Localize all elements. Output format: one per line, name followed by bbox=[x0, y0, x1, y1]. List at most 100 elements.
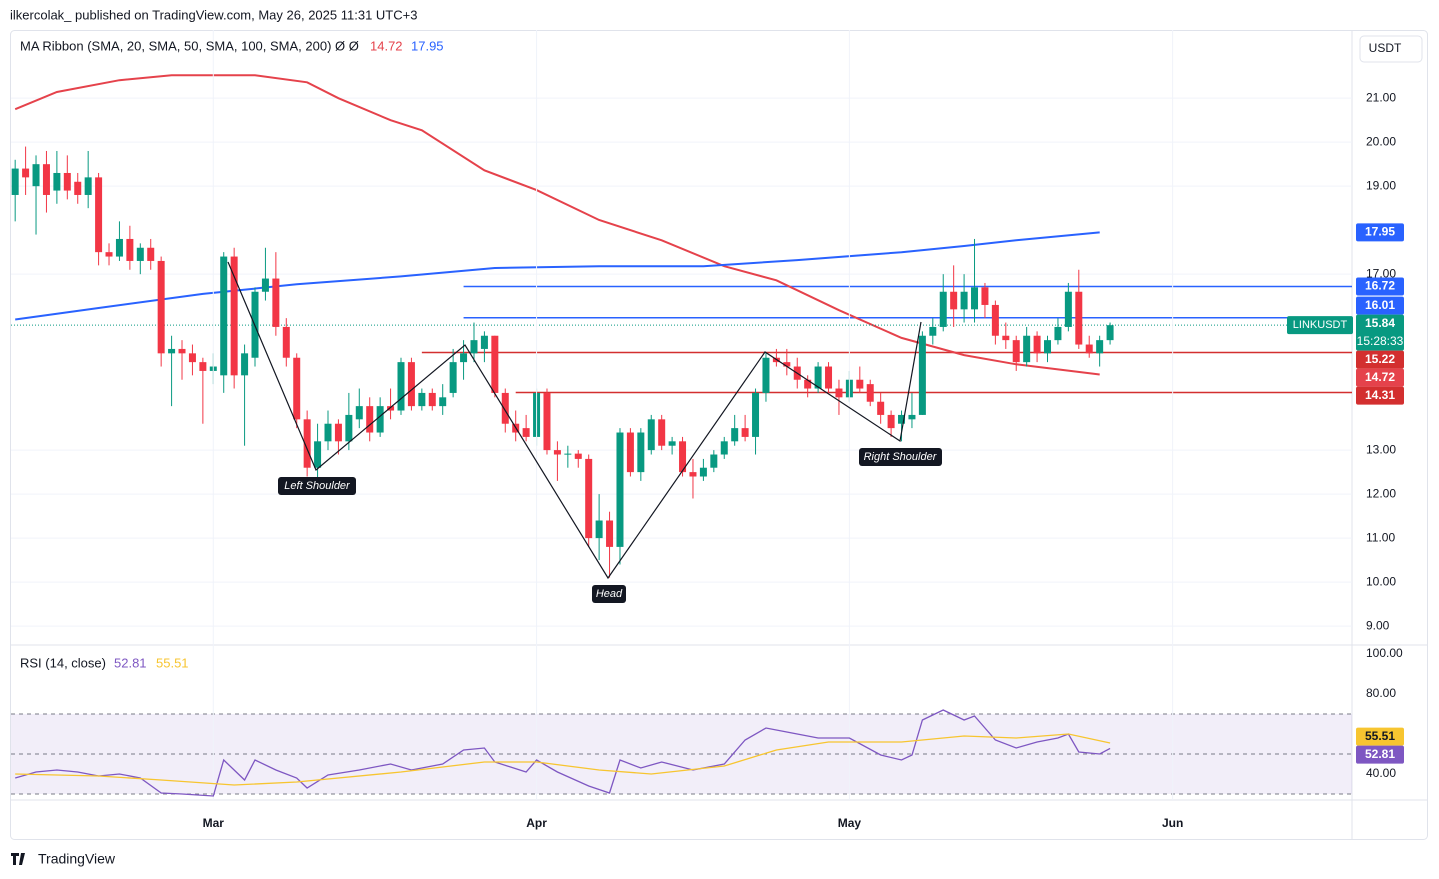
candle-body bbox=[1023, 335, 1031, 363]
y-tick-label: 13.00 bbox=[1366, 442, 1396, 456]
candle-body bbox=[814, 366, 822, 389]
x-tick-label: Jun bbox=[1162, 816, 1183, 830]
candle-body bbox=[188, 353, 196, 363]
candle-body bbox=[804, 379, 812, 389]
candle-body bbox=[397, 362, 405, 411]
candle-body bbox=[689, 472, 697, 477]
price-badge bbox=[1356, 350, 1404, 369]
annotation: Left Shoulder bbox=[284, 480, 351, 492]
y-tick-label: 40.00 bbox=[1366, 766, 1396, 780]
candle-body bbox=[42, 164, 50, 195]
candle-body bbox=[522, 428, 530, 437]
y-tick-label: 100.00 bbox=[1366, 646, 1403, 660]
pattern-zigzag bbox=[227, 261, 922, 580]
candle-body bbox=[491, 335, 499, 393]
frame bbox=[10, 30, 1428, 840]
candle-body bbox=[668, 441, 676, 446]
candle-body bbox=[752, 392, 760, 437]
candle-body bbox=[63, 172, 71, 191]
series-line bbox=[15, 733, 1111, 786]
candle-body bbox=[220, 256, 228, 376]
countdown: 15:28:33 bbox=[1357, 334, 1404, 348]
legend-value: 52.81 bbox=[114, 655, 147, 670]
candle-body bbox=[626, 432, 634, 473]
price-badge bbox=[1356, 727, 1404, 746]
candle-body bbox=[971, 287, 979, 310]
candle-body bbox=[293, 357, 301, 420]
candle-body bbox=[866, 384, 874, 402]
candle-body bbox=[84, 177, 92, 195]
candle-body bbox=[918, 335, 926, 415]
candle-body bbox=[585, 458, 593, 539]
series-line bbox=[15, 709, 1111, 797]
y-tick-label: 20.00 bbox=[1366, 134, 1396, 148]
candle-body bbox=[887, 414, 895, 429]
candle-body bbox=[501, 392, 509, 424]
candle-body bbox=[241, 353, 249, 376]
candle-body bbox=[720, 441, 728, 455]
price-badge bbox=[1356, 223, 1404, 242]
candle-body bbox=[105, 252, 113, 257]
header: ilkercolak_ published on TradingView.com… bbox=[10, 7, 417, 22]
candle-body bbox=[1012, 340, 1020, 363]
y-tick-label: 19.00 bbox=[1366, 178, 1396, 192]
legend-value: 17.95 bbox=[411, 38, 444, 53]
candle-body bbox=[449, 362, 457, 393]
currency-box[interactable] bbox=[1359, 35, 1423, 63]
candle-body bbox=[136, 247, 144, 261]
candle-body bbox=[22, 168, 30, 178]
candle-body bbox=[272, 278, 280, 327]
annotation: Right Shoulder bbox=[864, 451, 938, 463]
candle-body bbox=[877, 401, 885, 415]
price-badge bbox=[1356, 314, 1404, 351]
candle-body bbox=[991, 304, 999, 336]
candle-body bbox=[658, 419, 666, 446]
candle-body bbox=[595, 520, 603, 539]
symbol-badge bbox=[1287, 316, 1353, 335]
candle-body bbox=[616, 432, 624, 547]
price-badge bbox=[1356, 745, 1404, 764]
price-badge-label: 16.01 bbox=[1365, 298, 1395, 312]
candle-body bbox=[1096, 340, 1104, 354]
candle-body bbox=[32, 164, 40, 187]
candle-body bbox=[679, 441, 687, 473]
candle-body bbox=[95, 177, 103, 253]
candle-body bbox=[1054, 326, 1062, 341]
candle-body bbox=[126, 238, 134, 261]
annotation-box bbox=[859, 448, 942, 466]
candle-body bbox=[428, 392, 436, 407]
candle-body bbox=[647, 419, 655, 451]
candle-body bbox=[470, 340, 478, 354]
candle-body bbox=[157, 260, 165, 354]
y-tick-label: 9.00 bbox=[1366, 618, 1390, 632]
candle-body bbox=[355, 406, 363, 420]
candle-body bbox=[960, 291, 968, 310]
x-tick-label: Mar bbox=[203, 816, 225, 830]
candle-body bbox=[929, 326, 937, 336]
legend-value: 55.51 bbox=[156, 655, 189, 670]
candle-body bbox=[1085, 344, 1093, 354]
candle-body bbox=[230, 256, 238, 376]
candle-body bbox=[74, 181, 82, 195]
candle-body bbox=[1106, 325, 1114, 341]
legend-value: 14.72 bbox=[370, 38, 403, 53]
candle-body bbox=[1033, 335, 1041, 354]
candle-body bbox=[178, 348, 186, 354]
footer: TradingView bbox=[38, 851, 116, 867]
candle-body bbox=[741, 428, 749, 437]
series-line bbox=[15, 231, 1100, 321]
candle-body bbox=[199, 362, 207, 371]
candle-body bbox=[783, 362, 791, 367]
annotation-box bbox=[592, 585, 626, 603]
candle-body bbox=[366, 406, 374, 433]
candle-body bbox=[762, 357, 770, 393]
candle-body bbox=[480, 335, 488, 349]
candle-body bbox=[324, 423, 332, 442]
price-badge-label: 14.31 bbox=[1365, 388, 1395, 402]
logo[interactable]: TradingView bbox=[11, 851, 116, 867]
candle-body bbox=[1044, 340, 1052, 354]
candle-body bbox=[261, 278, 269, 292]
candle-body bbox=[699, 467, 707, 477]
